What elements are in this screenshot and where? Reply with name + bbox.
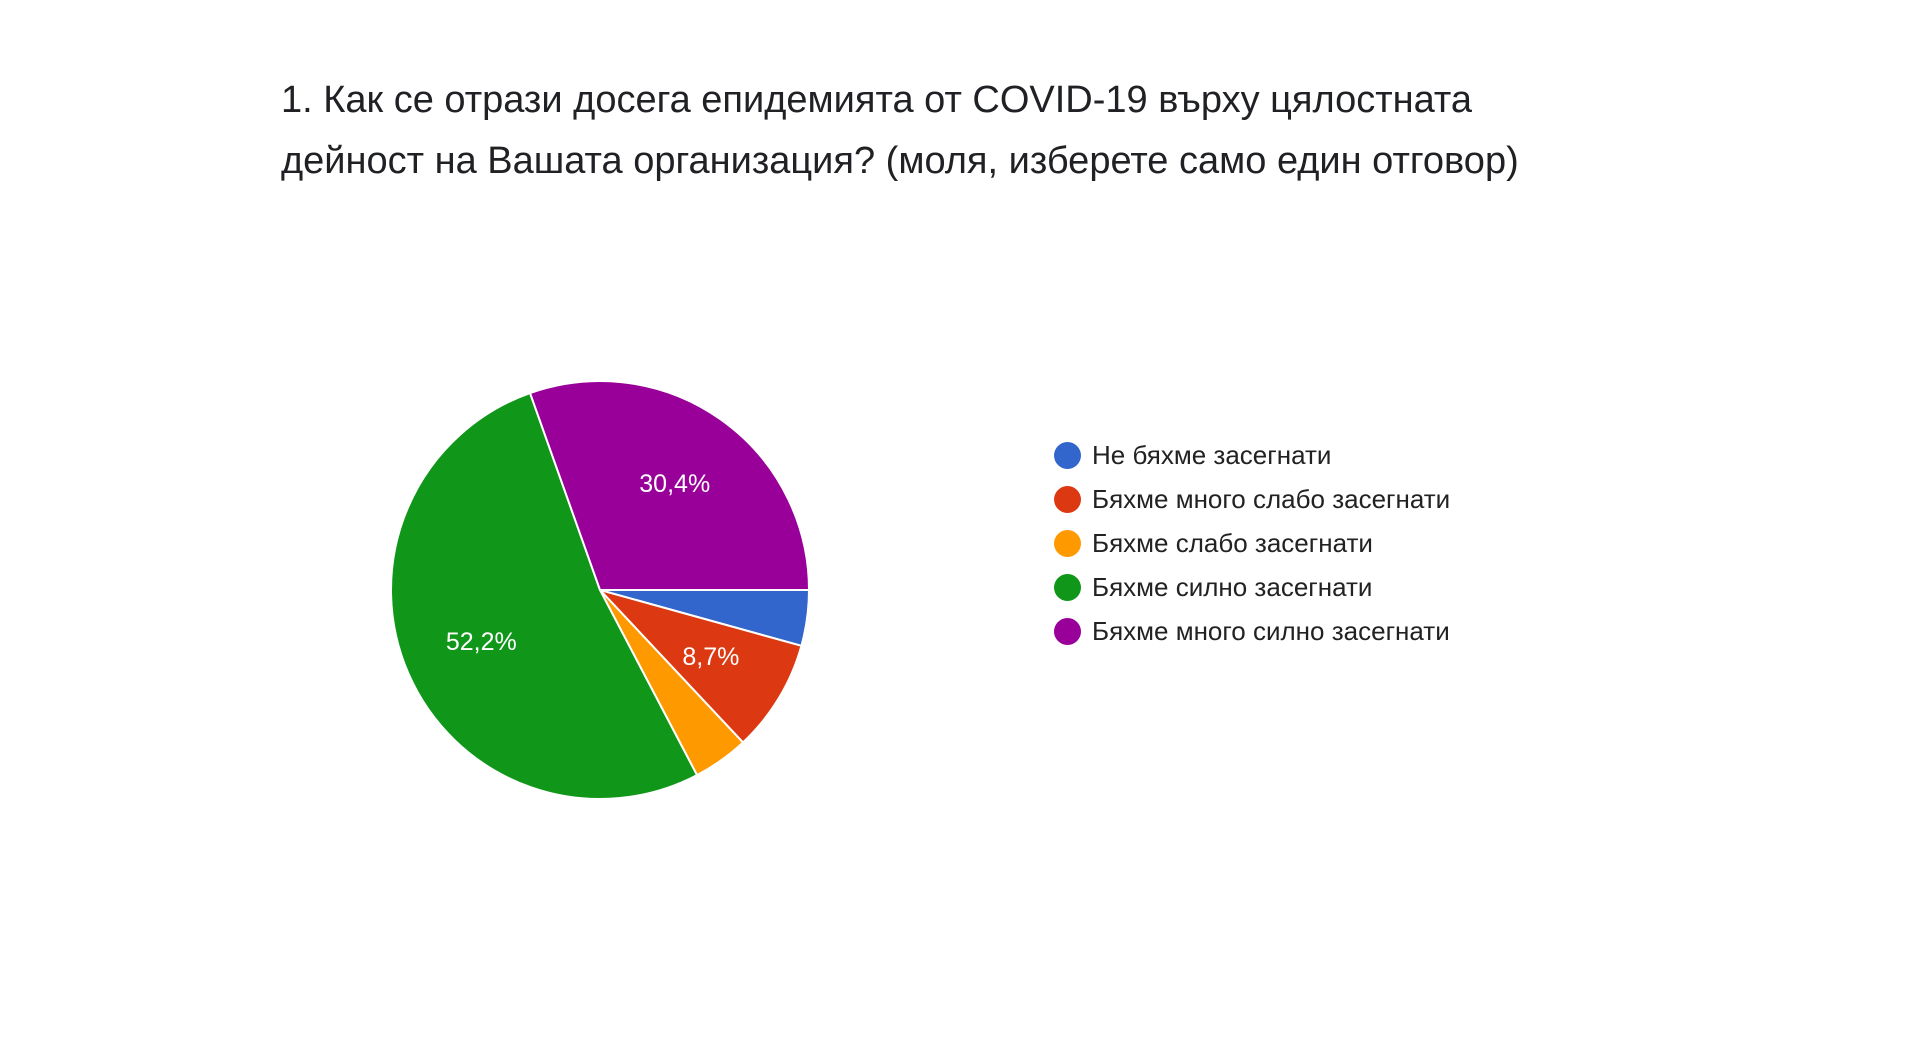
pie-slice-strongly-affected[interactable] [390,391,699,800]
legend-label: Бяхме слабо засегнати [1092,527,1373,558]
legend-label: Бяхме много силно засегнати [1092,615,1450,646]
legend-label: Не бяхме засегнати [1092,439,1332,470]
pie-chart: 8,7% 52,2% 30,4% [390,380,811,800]
legend-label: Бяхме много слабо засегнати [1092,483,1451,514]
pie-slice-very-slightly-affected[interactable] [596,588,803,744]
slice-label-very-slightly-affected: 8,7% [682,643,739,671]
legend-item-not-affected[interactable]: Не бяхме засегнати [1054,433,1450,477]
legend-swatch [1054,529,1081,557]
slice-label-very-strongly-affected: 30,4% [639,470,710,498]
chart-legend: Не бяхме засегнати Бяхме много слабо зас… [1054,433,1450,653]
chart-title-line-1: 1. Как се отрази досега епидемията от CO… [281,79,1473,121]
legend-swatch [1054,617,1081,645]
slice-label-strongly-affected: 52,2% [446,628,517,656]
legend-label: Бяхме силно засегнати [1092,571,1373,602]
legend-item-slightly-affected[interactable]: Бяхме слабо засегнати [1054,521,1450,565]
legend-swatch [1054,573,1081,601]
legend-swatch [1054,441,1081,469]
legend-swatch [1054,485,1081,513]
chart-title-line-2: дейност на Вашата организация? (моля, из… [281,140,1519,182]
pie-slice-very-strongly-affected[interactable] [528,380,811,591]
chart-title: 1. Как се отрази досега епидемията от CO… [281,70,1601,192]
legend-item-strongly-affected[interactable]: Бяхме силно засегнати [1054,565,1450,609]
legend-item-very-slightly-affected[interactable]: Бяхме много слабо засегнати [1054,477,1450,521]
legend-item-very-strongly-affected[interactable]: Бяхме много силно засегнати [1054,609,1450,653]
